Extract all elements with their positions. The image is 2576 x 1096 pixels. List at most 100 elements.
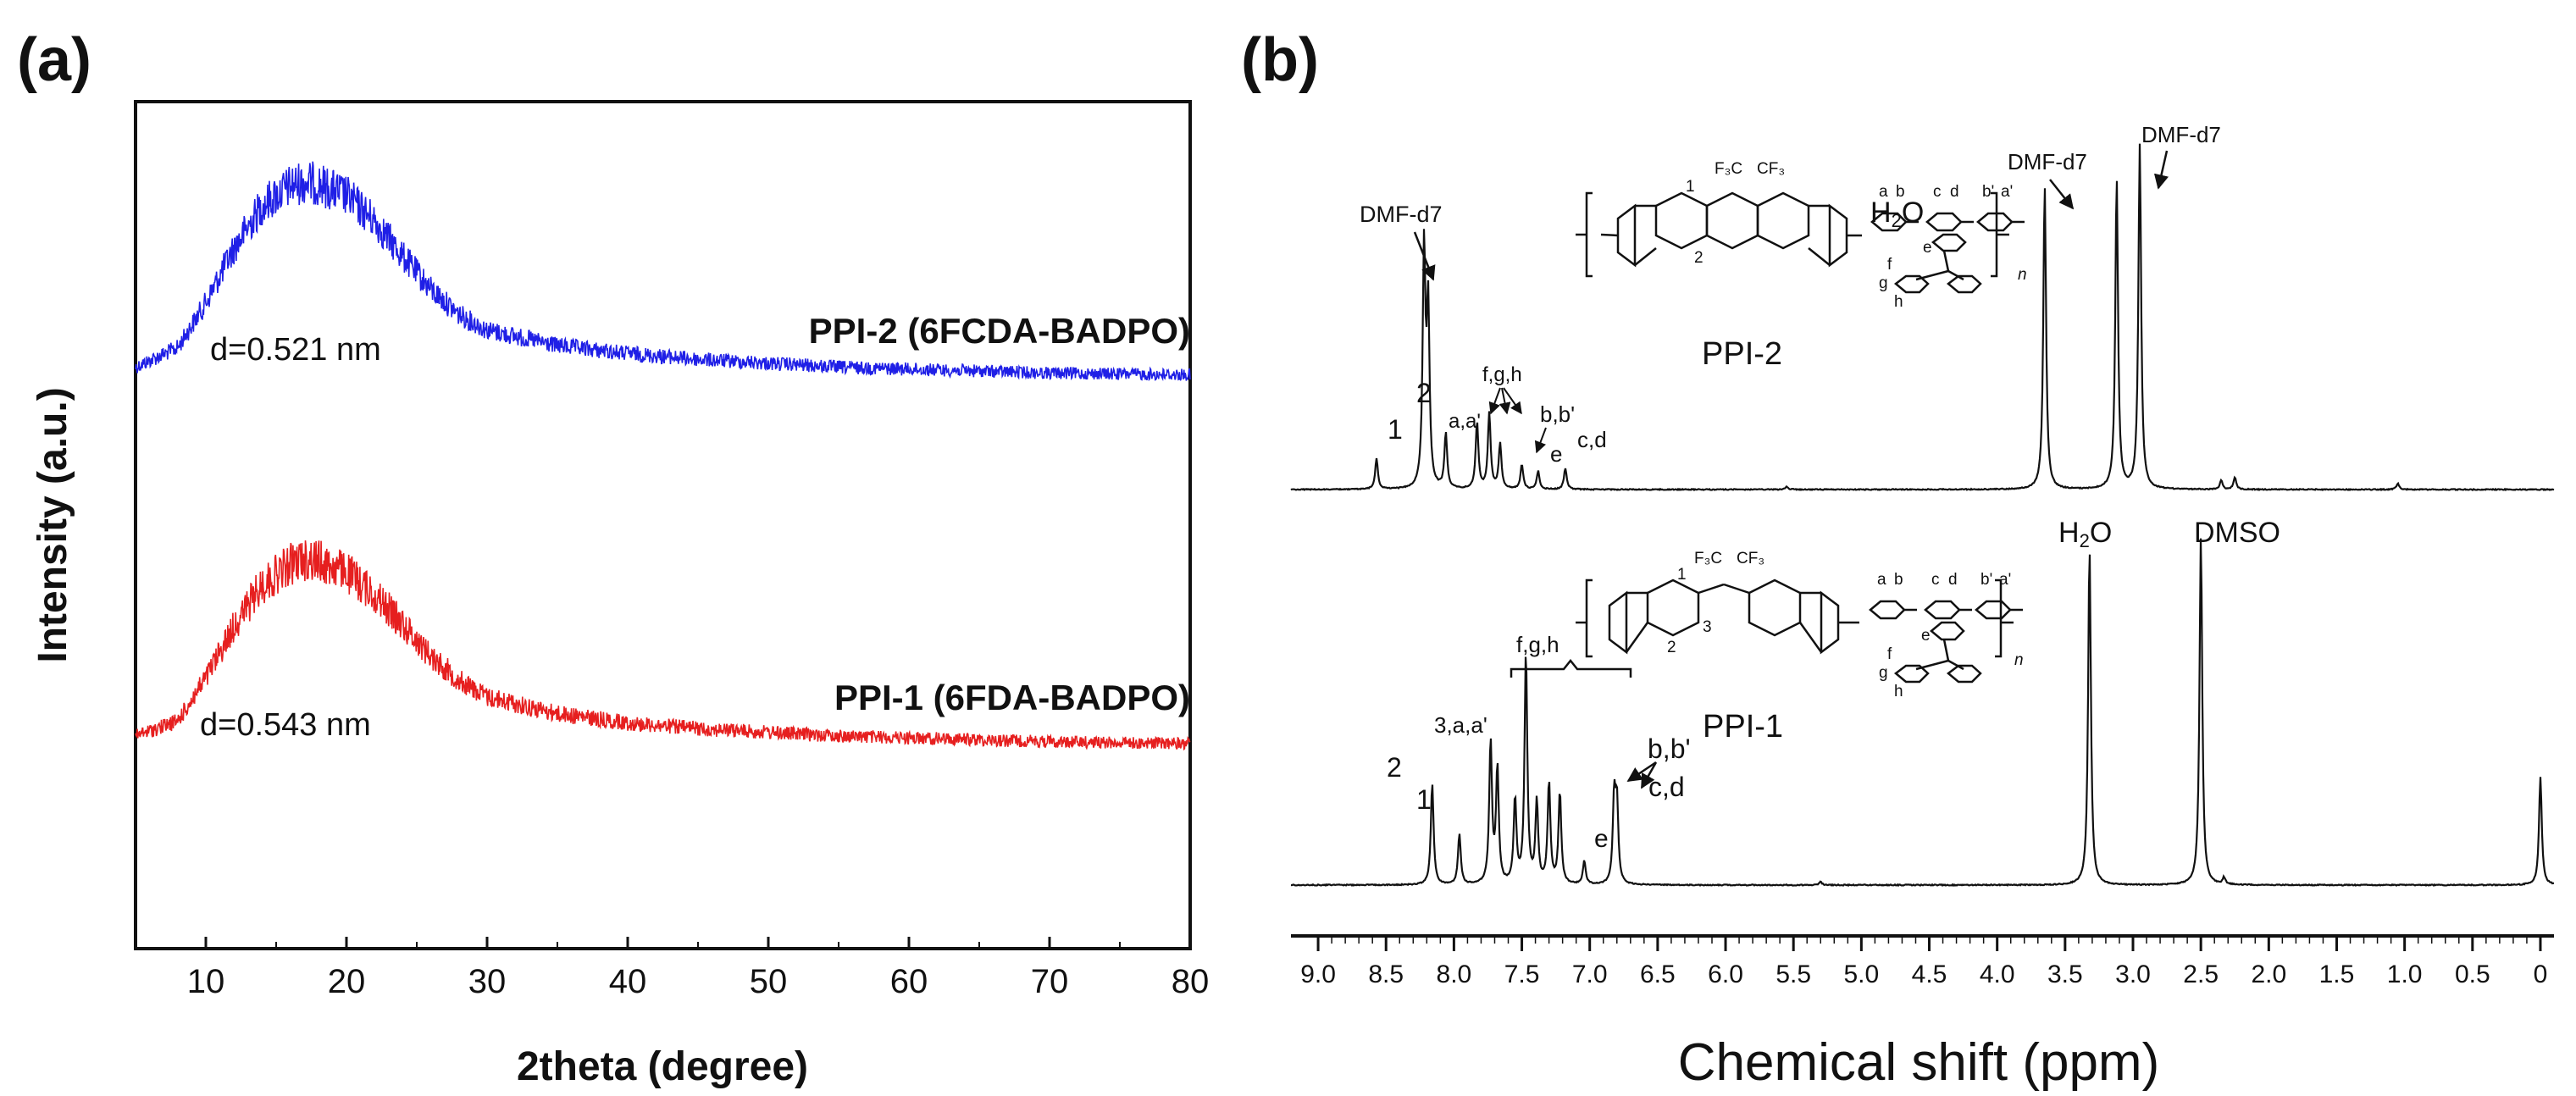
svg-text:b: b	[1894, 571, 1903, 589]
ppi2-chemical-structure	[1576, 191, 2025, 294]
ppi1-structure-caption: PPI-1	[1703, 709, 1783, 745]
svg-text:b: b	[1896, 183, 1905, 201]
panel-a: (a) 10 20 30 40 50 60 70 80 PPI-2 (6FCDA-BADPO)…	[17, 26, 1209, 1089]
ppi2-label-aa: a,a'	[1449, 410, 1481, 433]
panel-a-label: (a)	[17, 26, 91, 94]
panel-b-spectra	[1290, 143, 2555, 888]
svg-text:a': a'	[1999, 571, 2011, 589]
panel-a-tick-label: 60	[890, 963, 928, 1000]
svg-text:h: h	[1894, 683, 1903, 700]
panel-b-tick-label: 1.0	[2387, 960, 2423, 988]
svg-text:h: h	[1894, 293, 1903, 311]
ppi2-arrow-fgh-3	[1503, 387, 1522, 415]
ppi2-label-fgh: f,g,h	[1482, 363, 1522, 386]
panel-b-tick-label: 2.0	[2251, 960, 2286, 988]
panel-a-ppi2-d-spacing: d=0.521 nm	[210, 332, 381, 368]
ppi2-label-dmf-d7-left: DMF-d7	[1360, 202, 1443, 227]
panel-b-tick-label: 0	[2534, 960, 2548, 988]
svg-text:a: a	[1877, 571, 1886, 589]
svg-text:1: 1	[1686, 178, 1695, 196]
panel-b-tick-label: 3.5	[2047, 960, 2083, 988]
panel-b-x-axis-label: Chemical shift (ppm)	[1678, 1033, 2159, 1092]
ppi1-label-bb: b,b'	[1648, 733, 1691, 764]
panel-a-x-ticks: 10 20 30 40 50 60 70 80	[135, 937, 1210, 1000]
ppi1-label-e: e	[1594, 825, 1609, 853]
svg-text:CF₃: CF₃	[1737, 550, 1764, 567]
panel-b-tick-label: 2.5	[2183, 960, 2219, 988]
panel-a-tick-label: 30	[468, 963, 507, 1000]
panel-b-tick-label: 4.5	[1912, 960, 1947, 988]
panel-a-tick-label: 50	[750, 963, 788, 1000]
ppi1-label-2: 2	[1387, 752, 1402, 783]
svg-text:a': a'	[2001, 183, 2013, 201]
ppi1-label-h2o: H2O	[2058, 517, 2112, 551]
ppi1-structure-labels: F₃C CF₃ 1 2 3 a b c d b' a' e f g h n	[1667, 550, 2024, 700]
panel-a-ppi2-legend: PPI-2 (6FCDA-BADPO)	[809, 311, 1190, 351]
panel-b-tick-label: 4.0	[1980, 960, 2015, 988]
svg-text:b': b'	[1982, 183, 1994, 201]
panel-b-tick-label: 5.0	[1843, 960, 1879, 988]
svg-text:F₃C: F₃C	[1694, 550, 1722, 567]
ppi1-label-cd: c,d	[1648, 772, 1685, 802]
panel-a-axes-frame	[134, 100, 1192, 950]
svg-text:c: c	[1933, 183, 1942, 201]
panel-b: (b) 9.0 8.5 8.0 7.5 7.0 6.5 6.0 5.5 5.0 4.5 4.0 3.5…	[1241, 26, 2555, 1092]
panel-b-tick-label: 6.0	[1708, 960, 1743, 988]
ppi1-label-dmso: DMSO	[2194, 517, 2280, 549]
ppi1-peak-labels: H2O DMSO 2 1 3,a,a' f,g,h e b,b' c,d PPI…	[1387, 517, 2280, 853]
ppi2-arrow-fgh-2	[1499, 387, 1511, 415]
panel-a-x-axis-label: 2theta (degree)	[517, 1044, 808, 1089]
ppi2-structure-labels: F₃C CF₃ 1 2 a b c d b' a' e f g h n	[1686, 160, 2027, 311]
svg-text:d: d	[1948, 571, 1958, 589]
ppi1-arrow-bb-1	[1626, 761, 1657, 783]
svg-text:n: n	[2018, 266, 2027, 284]
xrd-series-ppi-2	[135, 161, 1191, 382]
panel-b-tick-label: 9.0	[1300, 960, 1336, 988]
panel-b-tick-label: 6.5	[1640, 960, 1676, 988]
ppi2-arrow-dmf-d7-left	[1413, 231, 1436, 281]
panel-b-tick-label: 5.5	[1776, 960, 1811, 988]
ppi2-label-2: 2	[1416, 378, 1432, 408]
svg-text:3: 3	[1703, 618, 1712, 636]
panel-a-tick-label: 40	[609, 963, 647, 1000]
ppi1-arrow-bb-2	[1640, 761, 1658, 789]
xrd-series-ppi-1	[135, 540, 1191, 751]
ppi2-arrow-bb	[1534, 427, 1547, 454]
panel-b-tick-label: 8.0	[1437, 960, 1472, 988]
ppi1-label-fgh: f,g,h	[1516, 632, 1559, 657]
ppi1-label-3aa: 3,a,a'	[1434, 712, 1487, 738]
svg-text:1: 1	[1677, 566, 1687, 584]
ppi2-label-cd: c,d	[1577, 427, 1607, 452]
ppi2-arrow-dmf-d7-mid	[2049, 179, 2075, 210]
nmr-spectrum-ppi-2	[1290, 143, 2555, 492]
svg-text:f: f	[1887, 645, 1892, 663]
svg-text:a: a	[1879, 183, 1888, 201]
svg-text:n: n	[2014, 651, 2024, 669]
svg-text:e: e	[1921, 627, 1931, 645]
svg-text:g: g	[1879, 274, 1888, 292]
svg-text:e: e	[1923, 239, 1932, 257]
ppi1-label-1: 1	[1416, 784, 1432, 815]
ppi2-label-e: e	[1550, 441, 1562, 467]
panel-b-tick-label: 7.0	[1572, 960, 1608, 988]
panel-a-tick-label: 20	[328, 963, 366, 1000]
svg-text:b': b'	[1980, 571, 1992, 589]
ppi1-fgh-bracket	[1510, 658, 1632, 678]
svg-text:2: 2	[1694, 249, 1703, 267]
panel-a-tick-label: 80	[1172, 963, 1210, 1000]
ppi2-arrow-dmf-d7-right	[2153, 150, 2169, 190]
svg-text:d: d	[1950, 183, 1959, 201]
ppi2-structure-caption: PPI-2	[1702, 336, 1782, 372]
ppi2-label-dmf-d7-mid: DMF-d7	[2008, 149, 2087, 174]
svg-text:f: f	[1887, 256, 1892, 274]
svg-text:F₃C: F₃C	[1715, 160, 1742, 178]
panel-a-tick-label: 10	[187, 963, 225, 1000]
svg-text:c: c	[1931, 571, 1940, 589]
svg-text:CF₃: CF₃	[1757, 160, 1785, 178]
panel-b-tick-label: 8.5	[1368, 960, 1404, 988]
panel-b-x-ticks: 9.0 8.5 8.0 7.5 7.0 6.5 6.0 5.5 5.0 4.5 4.0 3.5 3.0 2…	[1300, 936, 2547, 988]
panel-b-tick-label: 1.5	[2319, 960, 2355, 988]
svg-text:2: 2	[1667, 639, 1676, 656]
nmr-spectrum-ppi-1	[1290, 538, 2554, 888]
